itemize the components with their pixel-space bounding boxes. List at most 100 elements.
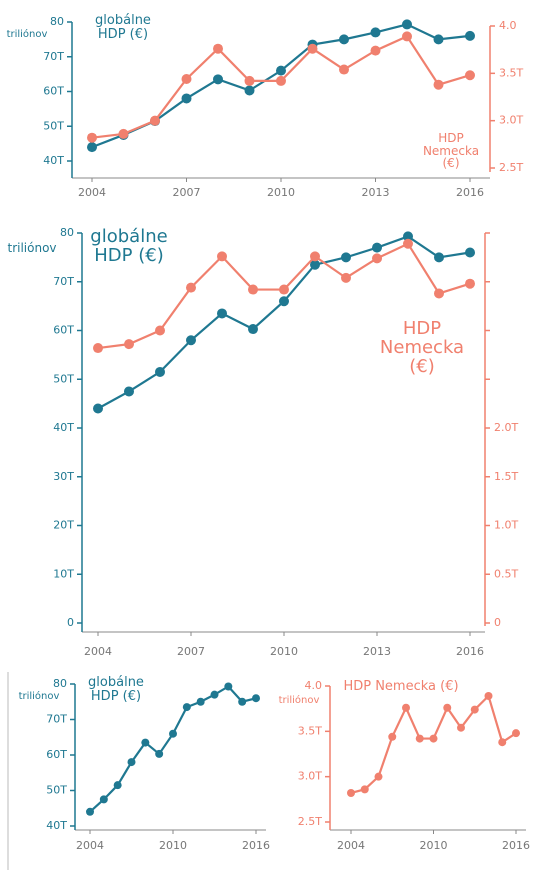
y-tick-label: 0 <box>67 616 74 629</box>
data-point <box>87 132 97 143</box>
x-tick-label: 2010 <box>159 839 187 852</box>
x-tick-label: 2016 <box>456 186 484 199</box>
data-point <box>347 788 355 797</box>
data-point <box>155 325 165 336</box>
data-point <box>279 296 289 307</box>
data-point <box>465 278 475 289</box>
x-tick-label: 2013 <box>363 645 391 658</box>
y-tick-label: 80 <box>53 677 67 690</box>
data-point <box>124 386 134 397</box>
data-point <box>374 772 383 781</box>
y-tick-label: 3.0T <box>298 770 322 783</box>
x-tick-label: 2016 <box>502 839 530 852</box>
y2-tick-label: 0 <box>494 616 501 629</box>
data-point <box>498 738 507 747</box>
data-point <box>141 738 150 747</box>
data-point <box>182 703 191 712</box>
data-point <box>512 729 520 738</box>
data-point <box>86 807 94 816</box>
data-point <box>443 703 452 712</box>
data-point <box>310 259 320 270</box>
y-tick-label: 4.0 <box>305 679 323 692</box>
data-point <box>465 70 475 81</box>
data-point <box>402 703 410 712</box>
data-point <box>402 31 412 42</box>
data-point <box>181 93 192 104</box>
y-tick-label: 80 <box>60 226 74 239</box>
data-point <box>434 252 444 263</box>
data-point <box>372 242 382 253</box>
data-point <box>93 343 103 354</box>
y-tick-label: 40T <box>43 154 64 167</box>
y-tick-label: 60T <box>46 748 67 761</box>
y-tick-label: 70T <box>43 50 64 63</box>
data-point <box>433 34 444 45</box>
data-point <box>403 231 413 242</box>
y-tick-label: 40T <box>46 819 67 832</box>
y-tick-label: 10T <box>53 567 74 580</box>
y-tick-label: 50T <box>46 784 67 797</box>
data-point <box>186 282 196 293</box>
data-point <box>118 128 129 139</box>
y-tick-label: 2.5T <box>298 815 322 828</box>
data-point <box>310 251 320 262</box>
x-tick-label: 2004 <box>78 186 106 199</box>
data-point <box>224 682 233 691</box>
data-point <box>360 785 369 794</box>
data-point <box>244 85 255 96</box>
y2-tick-label: 4.0 <box>499 19 517 32</box>
y-tick-label: 70T <box>46 713 67 726</box>
data-point <box>457 723 465 732</box>
data-point <box>484 691 493 700</box>
x-tick-label: 2004 <box>76 839 104 852</box>
y2-tick-label: 3.5T <box>499 66 523 79</box>
y-unit-label: triliónov <box>18 691 60 702</box>
y2-tick-label: 2.0T <box>494 421 518 434</box>
x-tick-label: 2010 <box>270 645 298 658</box>
data-point <box>341 272 351 283</box>
data-point <box>213 74 223 85</box>
y-tick-label: 20T <box>53 519 74 532</box>
data-point <box>276 75 286 86</box>
data-point <box>465 30 475 41</box>
data-point <box>372 253 382 264</box>
data-point <box>402 19 412 30</box>
x-tick-label: 2013 <box>362 186 390 199</box>
series-label: HDP Nemecka (€) <box>422 131 480 171</box>
series-label: globálne HDP (€) <box>95 13 151 42</box>
y-tick-label: 30T <box>53 470 74 483</box>
y2-tick-label: 3.0T <box>499 114 523 127</box>
data-point <box>433 79 444 90</box>
series-label: HDP Nemecka (€) <box>379 318 465 377</box>
data-point <box>248 284 258 295</box>
y-tick-label: 3.5T <box>298 724 322 737</box>
x-tick-label: 2016 <box>456 645 484 658</box>
data-point <box>181 74 192 85</box>
data-point <box>339 34 349 45</box>
x-tick-label: 2007 <box>177 645 205 658</box>
data-point <box>279 284 289 295</box>
data-point <box>113 781 122 790</box>
y2-tick-label: 1.0T <box>494 519 518 532</box>
data-point <box>196 697 205 706</box>
x-tick-label: 2004 <box>84 645 112 658</box>
y-tick-label: 50T <box>43 119 64 132</box>
data-point <box>186 335 196 346</box>
y-tick-label: 40T <box>53 421 74 434</box>
data-point <box>93 403 103 414</box>
x-tick-label: 2010 <box>267 186 295 199</box>
y2-tick-label: 1.5T <box>494 470 518 483</box>
data-point <box>150 115 160 126</box>
data-point <box>341 252 351 263</box>
data-point <box>127 758 136 767</box>
series-label: globálne HDP (€) <box>88 675 144 704</box>
data-point <box>276 65 286 76</box>
data-point <box>99 795 108 804</box>
x-tick-label: 2010 <box>420 839 448 852</box>
data-point <box>370 27 381 38</box>
data-point <box>217 251 227 262</box>
y-tick-label: 70T <box>53 275 74 288</box>
data-point <box>238 697 247 706</box>
y-unit-label: triliónov <box>278 695 320 706</box>
y2-tick-label: 2.5T <box>499 161 523 174</box>
